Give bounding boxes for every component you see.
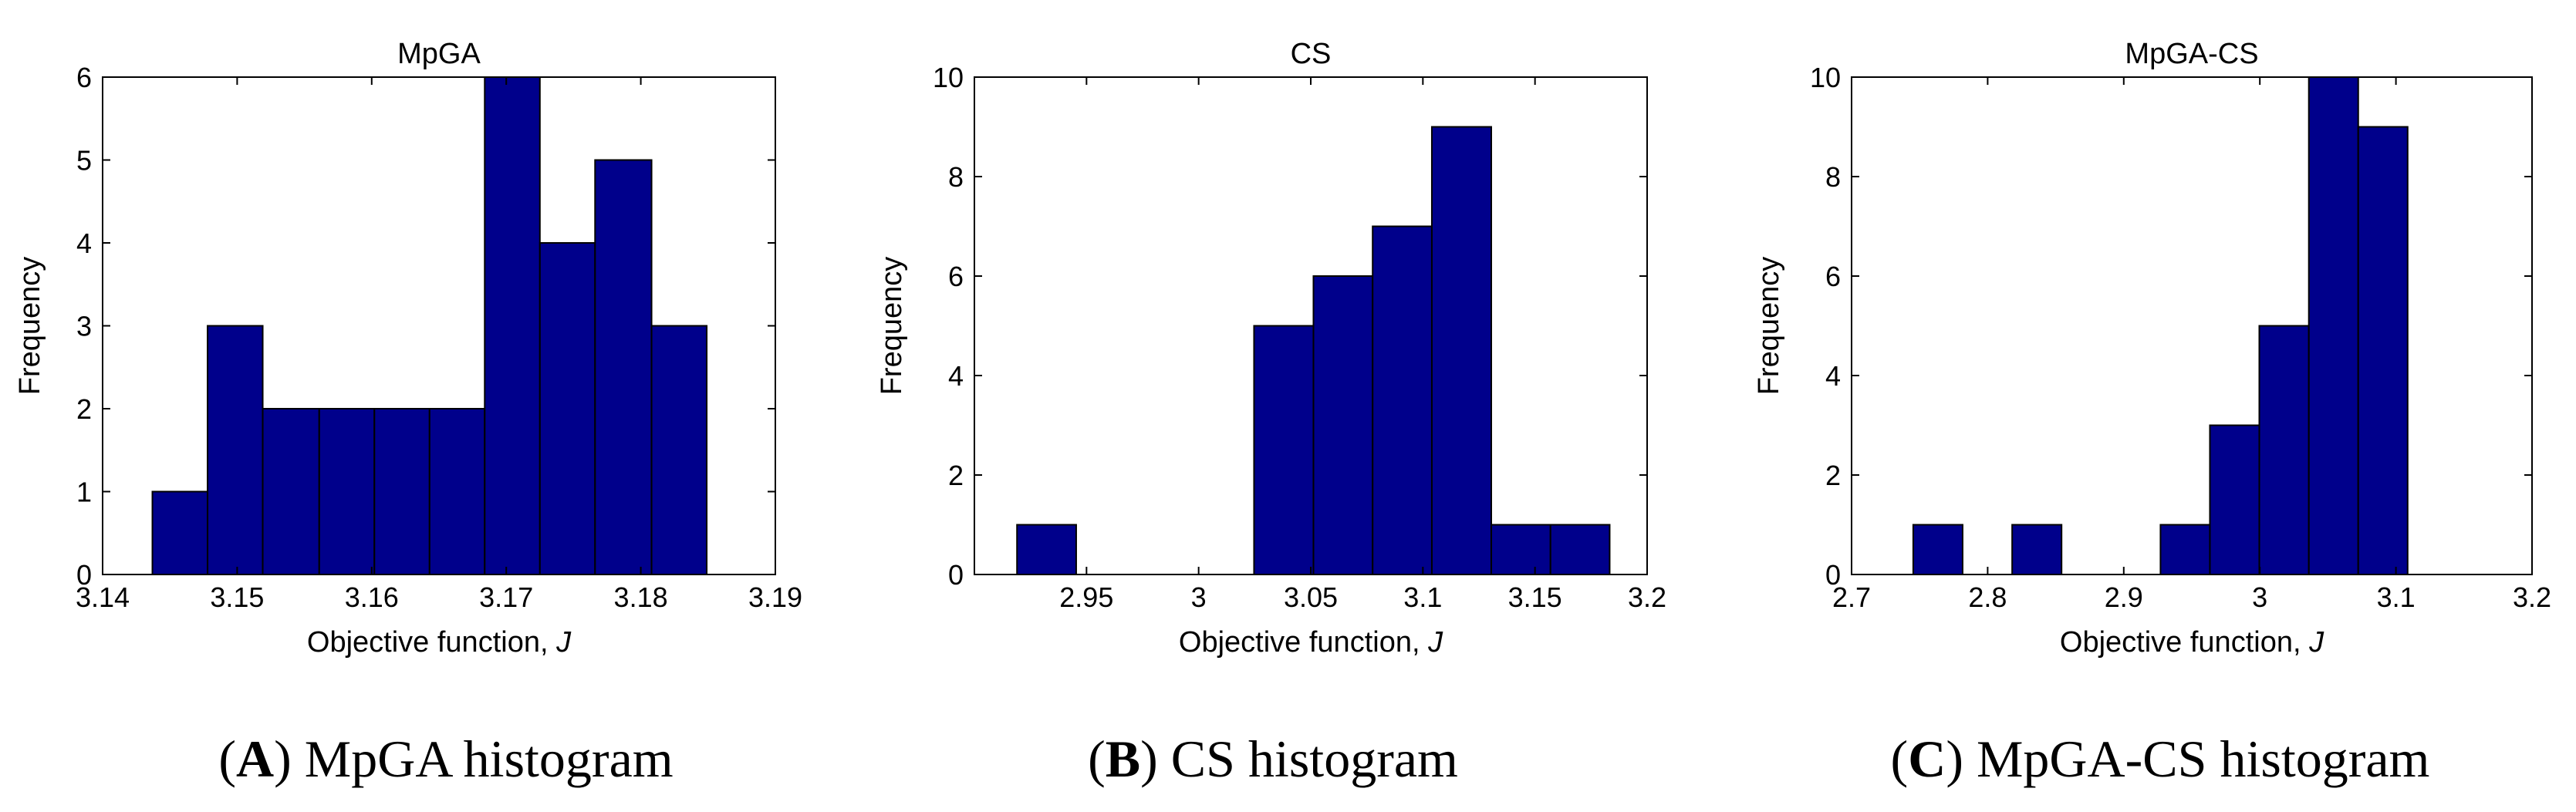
y-tick-label: 2: [76, 393, 92, 425]
y-tick-label: 2: [948, 460, 964, 491]
histogram-bar: [2011, 524, 2063, 575]
histogram-bar: [1253, 325, 1315, 575]
y-axis-label: Frequency: [1753, 257, 1785, 396]
caption-letter: A: [235, 729, 275, 788]
histogram-bar: [594, 159, 653, 575]
histogram-bar: [151, 490, 209, 575]
caption-text: MpGA-CS histogram: [1976, 729, 2430, 788]
histogram-bar: [1312, 275, 1374, 575]
x-tick-label: 3.14: [76, 581, 130, 613]
chart-title: MpGA-CS: [2125, 38, 2258, 70]
y-axis-label: Frequency: [14, 257, 46, 396]
histogram-bar: [2357, 126, 2409, 575]
x-axis-label: Objective function, J: [1179, 626, 1443, 659]
y-tick-label: 2: [1825, 460, 1841, 491]
y-tick-label: 4: [948, 360, 964, 392]
histogram-bar: [538, 242, 596, 575]
caption-c: (C) MpGA-CS histogram: [1890, 729, 2430, 788]
histogram-bar: [1430, 126, 1492, 575]
histogram-bar: [373, 408, 430, 575]
y-tick-label: 6: [76, 62, 92, 93]
y-tick-label: 0: [948, 559, 964, 591]
y-tick-label: 0: [1825, 559, 1841, 591]
histogram-bar: [207, 325, 264, 575]
histogram-bar: [428, 408, 486, 575]
x-tick-label: 3.05: [1284, 581, 1338, 613]
y-tick-label: 4: [1825, 360, 1841, 392]
x-tick-label: 3.17: [479, 581, 533, 613]
caption-letter: C: [1908, 729, 1946, 788]
y-tick-label: 3: [76, 311, 92, 342]
x-tick-label: 3: [2252, 581, 2267, 613]
x-axis-label: Objective function, J: [2060, 626, 2324, 659]
histogram-panel-cs: 2.95 3 3.05 3.1 3.15 3.2 0 2 4 6 8 10 CS Objective fu…: [876, 38, 1666, 659]
x-axis-label: Objective function, J: [307, 626, 572, 659]
histogram-bar: [1912, 524, 1963, 575]
x-tick-label: 3.18: [614, 581, 668, 613]
x-axis-label-variable: J: [555, 626, 572, 659]
y-tick-label: 10: [1810, 62, 1841, 93]
x-tick-label: 2.8: [1968, 581, 2007, 613]
histogram-bar: [484, 76, 541, 575]
histogram-bar: [318, 408, 376, 575]
x-tick-label: 2.7: [1832, 581, 1871, 613]
caption-a: (A) MpGA histogram: [218, 729, 674, 788]
x-tick-label: 3.16: [345, 581, 399, 613]
histogram-bar: [2209, 424, 2260, 575]
x-tick-label: 3.15: [1508, 581, 1562, 613]
y-axis-label: Frequency: [876, 257, 908, 396]
x-axis-label-text: Objective function,: [307, 626, 556, 659]
plot-area: [1852, 77, 2532, 574]
caption-text: MpGA histogram: [304, 729, 674, 788]
x-tick-label: 3.19: [748, 581, 802, 613]
x-tick-label: 3: [1191, 581, 1207, 613]
caption-letter: B: [1105, 729, 1141, 788]
x-axis-label-text: Objective function,: [2060, 626, 2309, 659]
x-axis-label-variable: J: [1427, 626, 1443, 659]
histogram-bar: [262, 408, 320, 575]
histogram-panel-mpga-cs: 2.7 2.8 2.9 3 3.1 3.2 0 2 4 6 8 10 MpGA-CS Objective …: [1753, 38, 2551, 659]
caption-b: (B) CS histogram: [1088, 729, 1458, 788]
y-tick-label: 10: [933, 62, 964, 93]
chart-title: CS: [1291, 38, 1332, 70]
y-tick-label: 8: [1825, 161, 1841, 193]
histogram-bar: [1016, 524, 1077, 575]
x-tick-label: 3.15: [210, 581, 264, 613]
chart-title: MpGA: [397, 38, 481, 70]
histogram-bar: [2308, 76, 2359, 575]
x-tick-label: 3.2: [2513, 581, 2551, 613]
x-axis-label-variable: J: [2308, 626, 2324, 659]
x-tick-label: 3.2: [1628, 581, 1666, 613]
histogram-panel-mpga: 3.14 3.15 3.16 3.17 3.18 3.19 0 1 2 3 4 5 6 MpGA Objec…: [14, 38, 802, 659]
caption-text: CS histogram: [1170, 729, 1458, 788]
y-tick-label: 1: [76, 477, 92, 508]
histogram-bar: [1372, 225, 1433, 575]
x-tick-label: 2.9: [2105, 581, 2143, 613]
y-tick-label: 0: [76, 559, 92, 591]
axes-frame: [1851, 76, 2533, 575]
x-tick-label: 3.1: [1403, 581, 1442, 613]
histogram-bar: [2258, 325, 2310, 575]
histogram-bar: [1490, 524, 1551, 575]
histogram-bar: [2159, 524, 2211, 575]
y-tick-label: 4: [76, 227, 92, 259]
histogram-bar: [1549, 524, 1611, 575]
x-tick-label: 2.95: [1059, 581, 1113, 613]
y-tick-label: 6: [948, 261, 964, 292]
y-tick-label: 6: [1825, 261, 1841, 292]
y-tick-label: 8: [948, 161, 964, 193]
histogram-bar: [650, 325, 708, 575]
x-tick-label: 3.1: [2377, 581, 2416, 613]
x-axis-label-text: Objective function,: [1179, 626, 1428, 659]
y-tick-label: 5: [76, 145, 92, 177]
